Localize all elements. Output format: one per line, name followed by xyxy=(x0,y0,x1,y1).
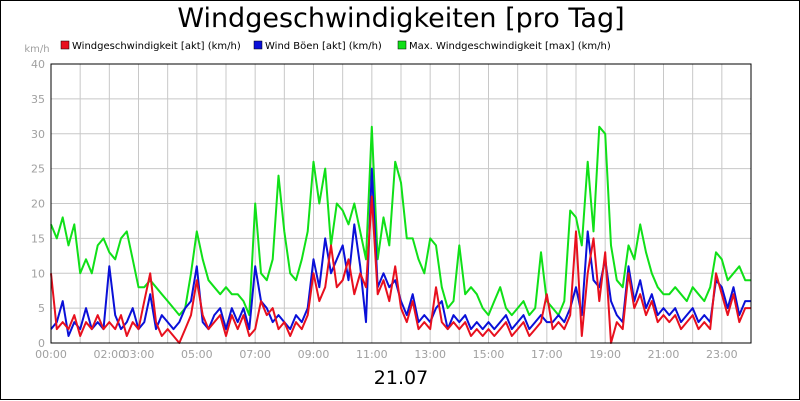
x-tick-label: 07:00 xyxy=(239,348,271,361)
x-tick-label: 09:00 xyxy=(298,348,330,361)
y-tick-label: 30 xyxy=(31,128,45,141)
x-tick-label: 00:00 xyxy=(35,348,67,361)
y-tick-label: 0 xyxy=(38,337,45,350)
y-tick-label: 5 xyxy=(38,302,45,315)
x-tick-label: 03:00 xyxy=(123,348,155,361)
legend-label: Windgeschwindigkeit [akt] (km/h) xyxy=(72,41,241,52)
legend-label: Wind Böen [akt] (km/h) xyxy=(265,41,382,52)
y-tick-label: 15 xyxy=(31,232,45,245)
y-tick-label: 40 xyxy=(31,58,45,71)
series-line xyxy=(50,125,751,317)
legend-swatch xyxy=(253,40,263,50)
x-tick-label: 19:00 xyxy=(589,348,621,361)
x-tick-label: 23:00 xyxy=(706,348,738,361)
x-tick-label: 02:00 xyxy=(93,348,125,361)
x-tick-label: 17:00 xyxy=(531,348,563,361)
y-tick-label: 10 xyxy=(31,267,45,280)
legend-swatch xyxy=(60,40,70,50)
y-tick-label: 20 xyxy=(31,198,45,211)
x-tick-label: 11:00 xyxy=(356,348,388,361)
y-tick-label: 25 xyxy=(31,163,45,176)
legend-swatch xyxy=(397,40,407,50)
x-tick-label: 15:00 xyxy=(473,348,505,361)
plot-border xyxy=(50,63,752,344)
x-tick-label: 13:00 xyxy=(414,348,446,361)
x-tick-label: 05:00 xyxy=(181,348,213,361)
x-tick-label: 21:00 xyxy=(648,348,680,361)
series-line xyxy=(50,195,751,344)
y-axis-label: km/h xyxy=(24,44,49,55)
x-axis-date-label: 21.07 xyxy=(373,367,429,389)
legend-label: Max. Windgeschwindigkeit [max] (km/h) xyxy=(409,41,611,52)
chart-title: Windgeschwindigkeiten [pro Tag] xyxy=(177,3,625,34)
y-tick-label: 35 xyxy=(31,93,45,106)
